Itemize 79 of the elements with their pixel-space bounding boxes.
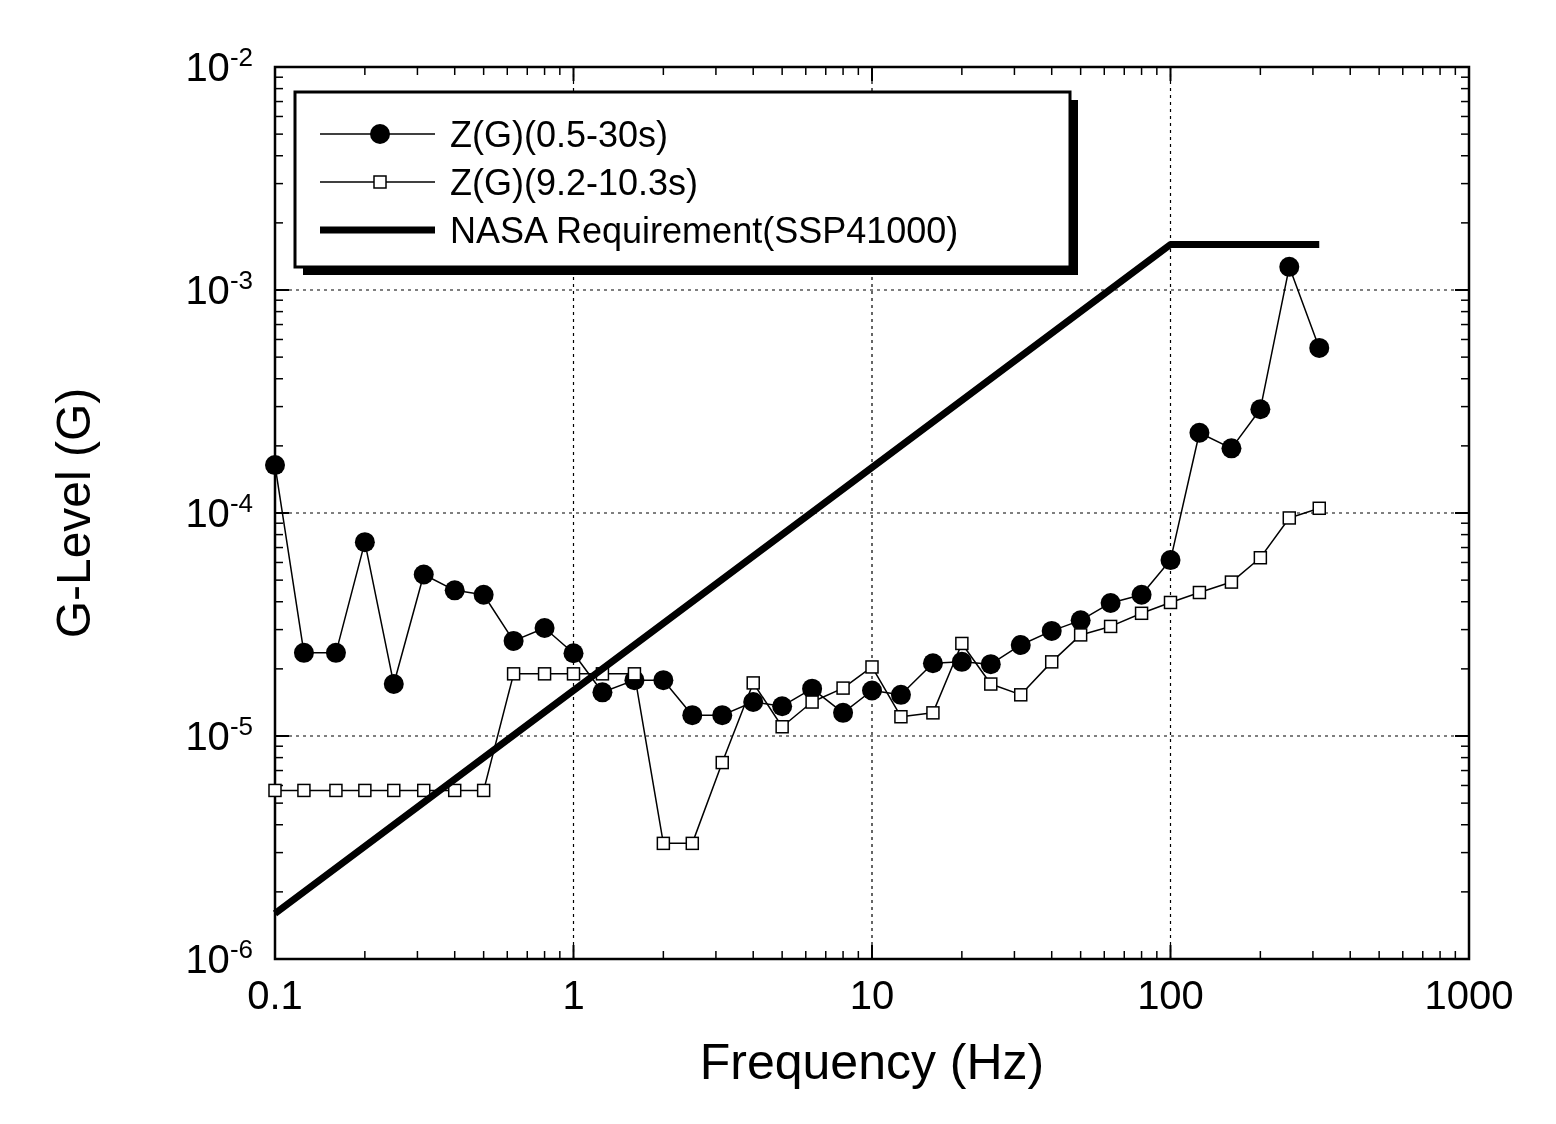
- point: [1014, 688, 1028, 702]
- point: [293, 642, 314, 663]
- point: [1103, 619, 1118, 634]
- point: [922, 653, 943, 674]
- point: [1224, 575, 1239, 589]
- point: [1041, 620, 1062, 641]
- point: [894, 709, 908, 724]
- point: [297, 783, 311, 798]
- point: [592, 682, 613, 703]
- point: [473, 584, 494, 605]
- point: [1189, 422, 1210, 443]
- point: [951, 651, 972, 672]
- point: [833, 702, 854, 723]
- x-axis-title: Frequency (Hz): [699, 1034, 1045, 1090]
- point: [836, 681, 850, 695]
- point: [682, 705, 703, 726]
- y-tick-label: 10$^{-2}$: [185, 42, 253, 89]
- point: [715, 755, 729, 770]
- point: [1134, 606, 1149, 621]
- point: [1131, 584, 1152, 605]
- point: [387, 783, 401, 798]
- point: [1100, 592, 1121, 613]
- legend-label: Z(G)(0.5-30s): [450, 114, 669, 155]
- point: [653, 670, 674, 691]
- point: [1221, 438, 1242, 459]
- point: [268, 783, 282, 798]
- y-tick-label: 10$^{-5}$: [185, 711, 253, 758]
- point: [1073, 628, 1088, 642]
- point: [1070, 610, 1091, 631]
- point: [329, 783, 343, 798]
- point: [980, 654, 1001, 675]
- x-tick-label: 10: [849, 973, 895, 1017]
- point: [712, 705, 733, 726]
- point: [1250, 399, 1271, 420]
- point: [506, 667, 521, 681]
- point: [325, 642, 346, 663]
- point: [805, 695, 819, 709]
- point: [358, 783, 372, 798]
- point: [1044, 655, 1059, 669]
- legend-label: NASA Requirement(SSP41000): [450, 210, 959, 251]
- point: [563, 643, 584, 664]
- point: [772, 696, 793, 717]
- point: [955, 636, 969, 651]
- point: [890, 684, 911, 705]
- x-tick-label: 1000: [1424, 973, 1514, 1017]
- y-axis-title: G-Level (G): [47, 387, 100, 639]
- y-tick-label: 10$^{-3}$: [185, 265, 253, 312]
- point: [1282, 511, 1297, 525]
- legend-label: Z(G)(9.2-10.3s): [450, 162, 699, 203]
- point: [746, 676, 760, 690]
- point: [476, 783, 491, 798]
- point: [865, 660, 879, 674]
- point: [566, 667, 581, 681]
- point: [1253, 551, 1268, 565]
- point: [1010, 634, 1031, 655]
- point: [685, 836, 700, 851]
- point: [656, 836, 671, 851]
- point: [1279, 256, 1300, 277]
- point: [775, 720, 789, 734]
- point: [444, 580, 465, 601]
- point: [984, 677, 998, 691]
- point: [743, 692, 764, 713]
- point: [534, 618, 555, 638]
- point: [1309, 337, 1330, 358]
- point: [1192, 585, 1207, 600]
- x-tick-label: 1: [562, 973, 585, 1017]
- point: [413, 564, 434, 585]
- point: [383, 674, 404, 695]
- x-tick-label: 100: [1137, 973, 1204, 1017]
- point: [1163, 595, 1178, 610]
- point: [503, 630, 524, 651]
- point: [537, 667, 552, 681]
- y-tick-label: 10$^{-4}$: [185, 488, 253, 535]
- point: [862, 680, 882, 701]
- point: [1160, 550, 1181, 571]
- point: [354, 532, 375, 553]
- point: [1312, 501, 1326, 516]
- point: [926, 706, 940, 720]
- point: [265, 455, 285, 476]
